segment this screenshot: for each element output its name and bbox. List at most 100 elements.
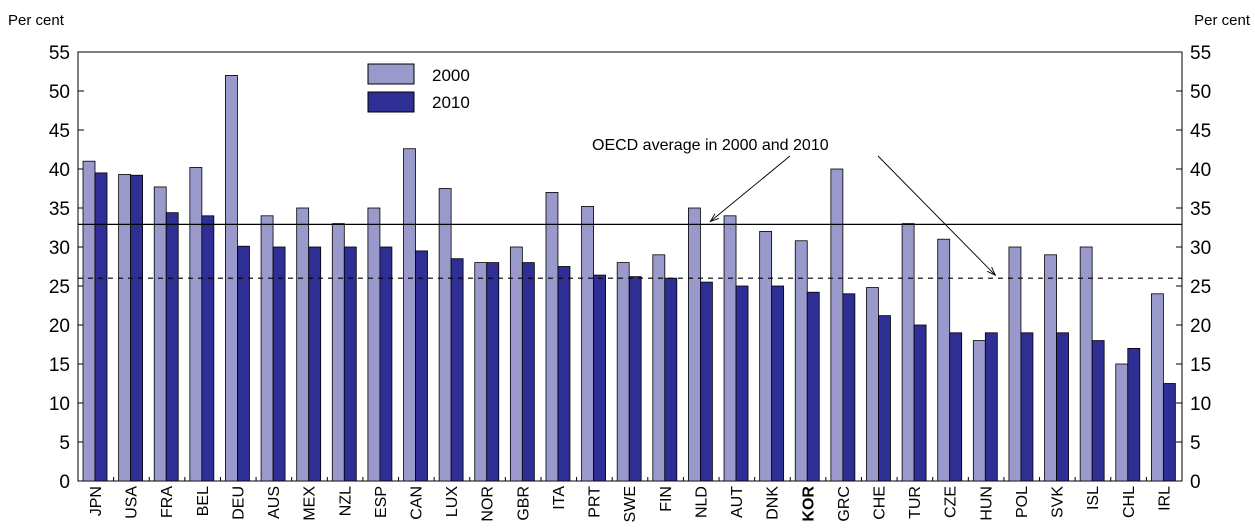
bar-2010-POL [1020, 332, 1034, 482]
bar-2010-SWE [628, 276, 642, 482]
oecd-average-annotation: OECD average in 2000 and 2010 [592, 137, 829, 154]
legend-swatch-2010 [367, 91, 415, 113]
right-y-tick-label: 25 [1190, 277, 1211, 298]
bar-2000-NZL [331, 223, 345, 482]
bar-2010-CAN [415, 250, 428, 482]
bar-2000-USA [118, 174, 132, 482]
category-label-NLD: NLD [693, 486, 710, 518]
category-label-CHL: CHL [1121, 486, 1138, 518]
bar-2000-KOR [794, 240, 808, 482]
right-y-tick-label: 10 [1190, 394, 1211, 415]
category-label-TUR: TUR [907, 486, 924, 519]
bar-2000-IRL [1150, 293, 1164, 482]
right-y-tick-label: 45 [1190, 121, 1211, 142]
bar-2010-GBR [521, 262, 535, 482]
annotation-arrow-head [709, 213, 720, 223]
bar-2010-JPN [94, 172, 108, 482]
bar-2000-ITA [545, 191, 559, 482]
bar-2000-PRT [581, 206, 594, 482]
category-label-BEL: BEL [195, 486, 212, 516]
bar-2010-CZE [949, 332, 963, 482]
bar-2010-IRL [1162, 383, 1176, 482]
bar-2010-GRC [842, 293, 856, 482]
right-y-tick-label: 0 [1190, 472, 1201, 493]
category-label-GBR: GBR [515, 486, 532, 521]
category-label-GRC: GRC [836, 486, 853, 522]
bar-2010-AUS [272, 246, 286, 482]
legend-label-2000: 2000 [432, 66, 470, 85]
category-label-MEX: MEX [302, 486, 319, 521]
category-label-USA: USA [124, 486, 141, 519]
left-y-tick-label: 45 [49, 121, 70, 142]
category-label-KOR: KOR [800, 486, 817, 522]
bars [82, 75, 1176, 482]
bar-2000-CZE [937, 238, 951, 482]
category-label-LUX: LUX [444, 486, 461, 517]
bar-2010-KOR [806, 291, 820, 482]
category-label-NOR: NOR [480, 486, 497, 522]
bar-2010-CHL [1127, 347, 1141, 482]
left-y-tick-label: 50 [49, 82, 70, 103]
annotation-arrow-head [986, 266, 997, 277]
bar-2010-ESP [379, 246, 393, 482]
bar-2010-PRT [593, 274, 606, 482]
category-label-HUN: HUN [978, 486, 995, 521]
category-label-ISL: ISL [1085, 486, 1102, 510]
right-y-tick-label: 30 [1190, 238, 1211, 259]
bar-2000-AUT [723, 215, 737, 482]
annotation-arrow-line [877, 155, 996, 276]
category-label-FIN: FIN [658, 486, 675, 512]
category-label-DEU: DEU [230, 486, 247, 520]
bar-2010-CHE [878, 315, 891, 482]
category-label-SWE: SWE [622, 486, 639, 522]
bar-2000-TUR [901, 223, 915, 482]
bar-2000-BEL [189, 167, 203, 482]
bar-2010-DNK [771, 285, 785, 482]
bar-2010-TUR [913, 324, 927, 482]
left-y-tick-label: 40 [49, 160, 70, 181]
right-y-tick-label: 20 [1190, 316, 1211, 337]
bar-2010-MEX [308, 246, 322, 482]
left-y-tick-label: 25 [49, 277, 70, 298]
bar-2000-SVK [1044, 254, 1057, 482]
right-y-tick-label: 40 [1190, 160, 1211, 181]
bar-2000-AUS [260, 215, 274, 482]
bar-2000-POL [1008, 246, 1022, 482]
category-label-NZL: NZL [337, 486, 354, 516]
legend: 2000 2010 [367, 63, 470, 113]
bar-2010-BEL [201, 215, 215, 482]
left-y-tick-label: 10 [49, 394, 70, 415]
category-label-ITA: ITA [551, 486, 568, 510]
right-y-tick-label: 15 [1190, 355, 1211, 376]
left-y-tick-label: 55 [49, 43, 70, 64]
category-label-SVK: SVK [1050, 486, 1067, 518]
right-y-tick-label: 35 [1190, 199, 1211, 220]
right-y-tick-label: 55 [1190, 43, 1211, 64]
left-y-tick-label: 30 [49, 238, 70, 259]
bar-2010-FIN [664, 277, 678, 482]
bar-2010-HUN [984, 332, 998, 482]
category-label-IRL: IRL [1156, 486, 1173, 511]
left-y-tick-label: 5 [59, 433, 70, 454]
bar-2000-ESP [367, 207, 381, 482]
bar-2000-GRC [830, 168, 844, 482]
category-label-DNK: DNK [765, 486, 782, 520]
annotation-arrow-line [710, 155, 791, 222]
right-y-tick-label: 50 [1190, 82, 1211, 103]
bar-2000-FIN [652, 254, 666, 482]
category-label-FRA: FRA [159, 486, 176, 518]
bar-2000-CAN [403, 148, 416, 482]
bar-2000-CHE [866, 287, 879, 482]
bar-2010-ISL [1091, 340, 1105, 482]
category-label-PRT: PRT [587, 486, 604, 518]
left-y-tick-label: 35 [49, 199, 70, 220]
category-label-JPN: JPN [88, 486, 105, 516]
category-label-CAN: CAN [409, 486, 426, 520]
bar-2010-NOR [486, 262, 500, 482]
bar-2000-GBR [509, 246, 523, 482]
bar-2000-SWE [616, 262, 630, 482]
bar-2010-FRA [165, 212, 179, 482]
category-label-AUS: AUS [266, 486, 283, 519]
legend-label-2010: 2010 [432, 93, 470, 112]
